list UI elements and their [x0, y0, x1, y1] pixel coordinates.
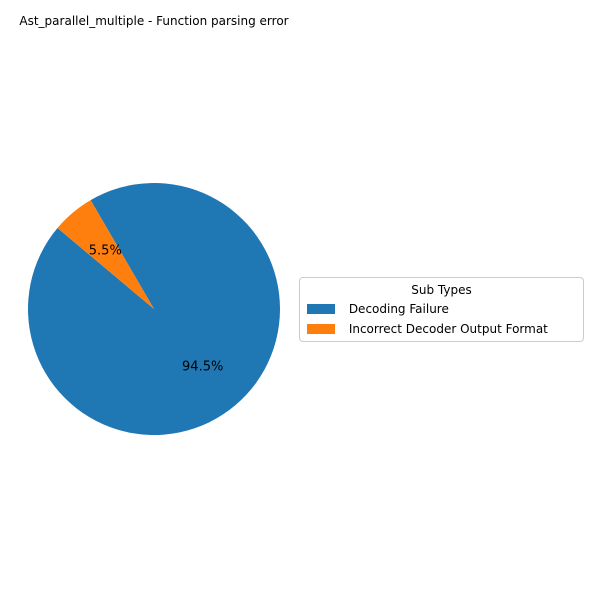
- pie-slices: [28, 183, 281, 436]
- chart-title: Ast_parallel_multiple - Function parsing…: [19, 14, 289, 28]
- legend-entry-incorrect-decoder-output-format: Incorrect Decoder Output Format: [307, 322, 548, 336]
- pie-labels: 94.5% 5.5%: [89, 244, 224, 375]
- legend-swatch-decoding-failure: [307, 304, 335, 314]
- legend-title: Sub Types: [411, 283, 472, 297]
- legend-label-decoding-failure: Decoding Failure: [345, 302, 449, 316]
- pie-slice-decoding-failure: [28, 183, 281, 436]
- legend-label-incorrect-decoder-output-format: Incorrect Decoder Output Format: [345, 322, 548, 336]
- pie-slice-incorrect-decoder-output-format: [57, 200, 154, 309]
- pie-label-incorrect-decoder-output-format: 5.5%: [89, 244, 122, 259]
- legend-entry-decoding-failure: Decoding Failure: [307, 302, 449, 316]
- legend: Sub Types Decoding Failure Incorrect Dec…: [299, 277, 584, 342]
- pie-label-decoding-failure: 94.5%: [182, 359, 223, 374]
- legend-swatch-incorrect-decoder-output-format: [307, 324, 335, 334]
